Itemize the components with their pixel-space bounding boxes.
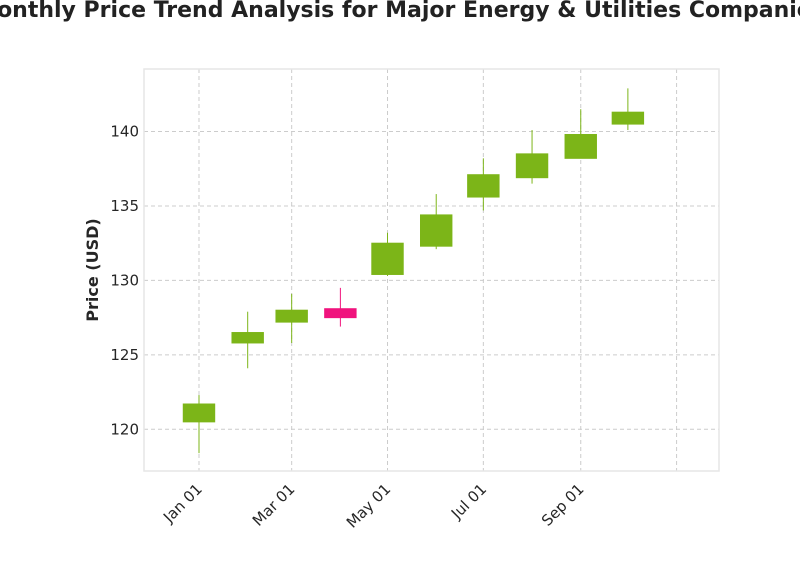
x-tick-labels: Jan 01 Mar 01 May 01 Jul 01 Sep 01	[159, 480, 587, 532]
candle	[611, 88, 645, 131]
y-tick-label: 135	[110, 197, 139, 215]
candle-body	[371, 242, 404, 275]
candle	[324, 287, 357, 327]
candle	[564, 109, 597, 159]
candle-body	[231, 332, 264, 344]
plot-frame	[143, 68, 720, 472]
candle-body	[420, 214, 453, 247]
candle-body	[182, 403, 216, 423]
candle-body	[324, 308, 357, 319]
candle	[231, 311, 264, 369]
x-tick-label: May 01	[343, 480, 395, 532]
y-tick-label: 125	[110, 346, 139, 364]
candle	[182, 395, 216, 454]
candle	[275, 293, 308, 343]
y-tick-label: 120	[110, 420, 139, 438]
y-axis-label: Price (USD)	[83, 218, 102, 321]
chart-title: Monthly Price Trend Analysis for Major E…	[0, 0, 800, 23]
y-tick-labels: 120 125 130 135 140	[110, 123, 139, 439]
x-tick-label: Jul 01	[447, 480, 490, 523]
grid-layer	[144, 69, 719, 471]
y-tick-label: 130	[110, 271, 139, 289]
candle-body	[564, 134, 597, 159]
candle-body	[275, 309, 308, 323]
candle	[371, 232, 404, 276]
candle	[420, 194, 453, 250]
candle-body	[467, 174, 500, 198]
candle-body	[515, 153, 549, 179]
candle-body	[611, 111, 645, 125]
candles	[182, 88, 645, 454]
y-tick-label: 140	[110, 123, 139, 141]
candle	[515, 130, 549, 184]
candle	[467, 158, 500, 211]
x-tick-label: Sep 01	[538, 480, 588, 530]
x-tick-label: Jan 01	[159, 480, 206, 527]
x-tick-label: Mar 01	[249, 480, 299, 530]
